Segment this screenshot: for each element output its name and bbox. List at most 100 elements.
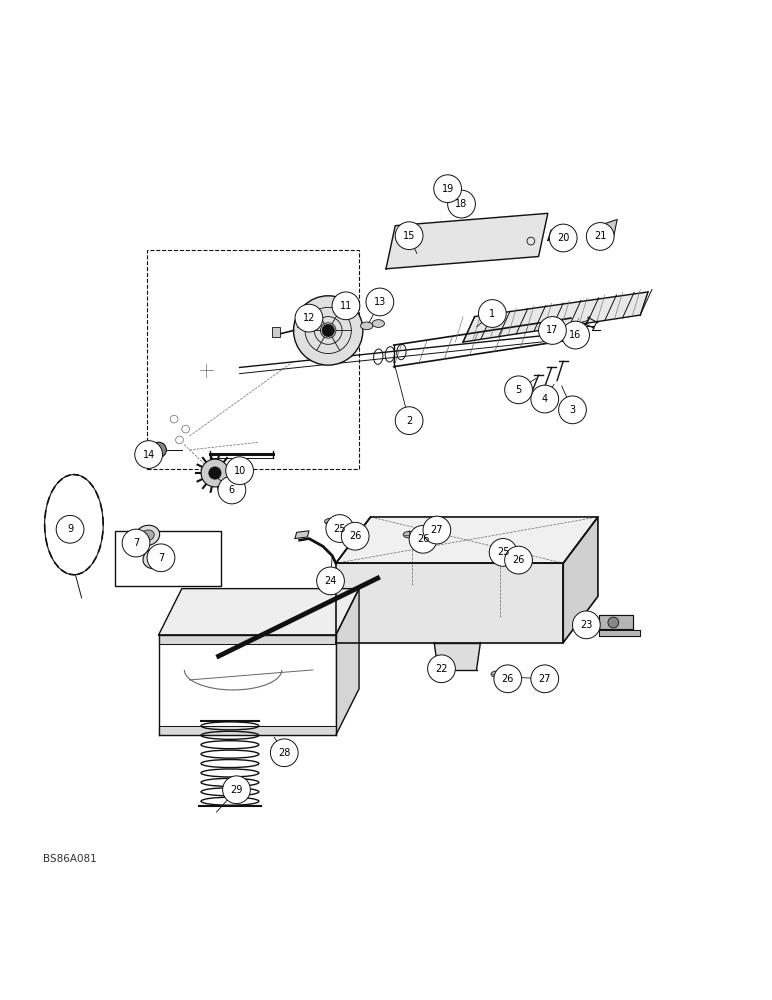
Text: 26: 26 — [513, 555, 525, 565]
Text: 7: 7 — [133, 538, 139, 548]
Polygon shape — [159, 635, 336, 644]
Text: 16: 16 — [570, 330, 581, 340]
Circle shape — [448, 190, 476, 218]
Circle shape — [295, 304, 323, 332]
Circle shape — [434, 175, 462, 203]
Text: 25: 25 — [334, 524, 346, 534]
Circle shape — [201, 459, 229, 487]
Circle shape — [539, 317, 567, 344]
Ellipse shape — [491, 546, 503, 553]
Polygon shape — [600, 615, 632, 629]
Text: 15: 15 — [403, 231, 415, 241]
Text: 23: 23 — [581, 620, 593, 630]
Ellipse shape — [324, 518, 337, 525]
Circle shape — [562, 321, 590, 349]
Ellipse shape — [143, 548, 168, 569]
Polygon shape — [386, 213, 548, 269]
Text: 26: 26 — [502, 674, 514, 684]
Circle shape — [225, 457, 253, 485]
Text: 11: 11 — [340, 301, 352, 311]
Text: 29: 29 — [230, 785, 242, 795]
Text: 24: 24 — [324, 576, 337, 586]
Circle shape — [322, 324, 334, 337]
Text: 20: 20 — [557, 233, 570, 243]
Text: 13: 13 — [374, 297, 386, 307]
Text: 12: 12 — [303, 313, 315, 323]
Polygon shape — [594, 219, 617, 238]
Text: 25: 25 — [497, 547, 510, 557]
Circle shape — [270, 739, 298, 767]
Circle shape — [587, 223, 614, 250]
Text: 28: 28 — [278, 748, 290, 758]
Polygon shape — [336, 563, 564, 643]
Text: 10: 10 — [233, 466, 245, 476]
Text: 2: 2 — [406, 416, 412, 426]
Polygon shape — [336, 589, 359, 735]
Bar — [147, 250, 359, 469]
Circle shape — [550, 224, 577, 252]
Circle shape — [293, 296, 363, 365]
Ellipse shape — [141, 530, 154, 541]
Text: 1: 1 — [489, 309, 496, 319]
Circle shape — [218, 476, 245, 504]
Circle shape — [366, 288, 394, 316]
Polygon shape — [159, 589, 359, 635]
Ellipse shape — [506, 676, 515, 681]
Text: 4: 4 — [542, 394, 548, 404]
Ellipse shape — [491, 671, 503, 677]
Circle shape — [341, 522, 369, 550]
Circle shape — [428, 655, 455, 683]
Circle shape — [489, 539, 517, 566]
Polygon shape — [548, 227, 564, 240]
Circle shape — [505, 376, 533, 404]
Circle shape — [573, 611, 600, 639]
Bar — [272, 327, 279, 337]
Circle shape — [317, 567, 344, 595]
Text: 5: 5 — [516, 385, 522, 395]
Circle shape — [608, 617, 618, 628]
Text: 27: 27 — [431, 525, 443, 535]
Circle shape — [423, 516, 451, 544]
Text: 14: 14 — [143, 450, 154, 460]
Text: BS86A081: BS86A081 — [43, 854, 96, 864]
Text: 9: 9 — [67, 524, 73, 534]
Polygon shape — [434, 643, 480, 670]
Text: 26: 26 — [417, 534, 429, 544]
Text: 7: 7 — [157, 553, 164, 563]
Text: 3: 3 — [570, 405, 576, 415]
Circle shape — [409, 525, 437, 553]
Ellipse shape — [502, 552, 513, 559]
Text: 6: 6 — [229, 485, 235, 495]
Circle shape — [395, 407, 423, 434]
Ellipse shape — [403, 531, 415, 538]
Ellipse shape — [336, 523, 348, 529]
Polygon shape — [564, 517, 598, 643]
Ellipse shape — [451, 190, 457, 193]
Circle shape — [56, 515, 84, 543]
Polygon shape — [295, 531, 309, 539]
Circle shape — [326, 515, 354, 542]
Circle shape — [531, 385, 559, 413]
Ellipse shape — [361, 322, 373, 330]
Polygon shape — [336, 517, 598, 563]
Circle shape — [222, 776, 250, 804]
Circle shape — [208, 467, 221, 479]
Polygon shape — [159, 726, 336, 735]
Circle shape — [395, 222, 423, 250]
Text: 26: 26 — [349, 531, 361, 541]
Text: 19: 19 — [442, 184, 454, 194]
Polygon shape — [463, 292, 648, 342]
Circle shape — [479, 300, 506, 327]
Text: 21: 21 — [594, 231, 607, 241]
Circle shape — [151, 442, 167, 458]
Ellipse shape — [148, 553, 162, 564]
Text: 18: 18 — [455, 199, 468, 209]
Circle shape — [531, 665, 559, 693]
Circle shape — [447, 176, 455, 183]
Circle shape — [122, 529, 150, 557]
Text: 22: 22 — [435, 664, 448, 674]
Text: 27: 27 — [539, 674, 551, 684]
Circle shape — [147, 544, 174, 572]
Bar — [115, 531, 221, 586]
Circle shape — [505, 546, 533, 574]
